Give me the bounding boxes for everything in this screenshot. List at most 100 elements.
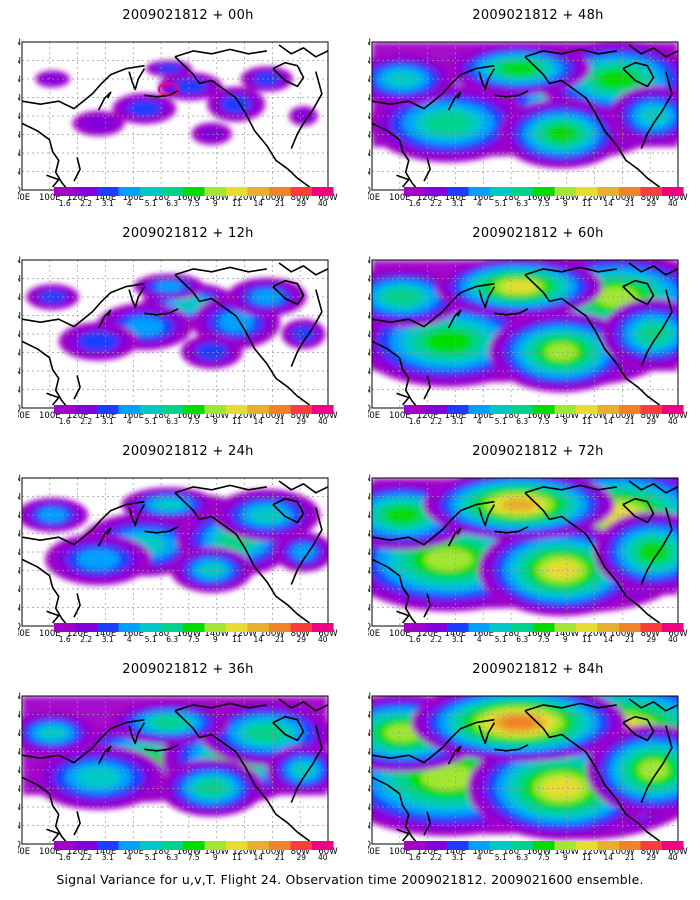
lat-tick-label: 10N xyxy=(368,604,371,614)
coastline xyxy=(524,48,617,58)
colorbar-swatch xyxy=(533,623,555,632)
lat-tick-label: 50N xyxy=(18,748,21,758)
colorbar-swatch xyxy=(204,623,226,632)
colorbar-swatch xyxy=(597,841,619,850)
colorbar-swatch xyxy=(511,187,533,196)
colorbar-swatch xyxy=(269,405,291,414)
colorbar-label: 7.5 xyxy=(538,417,550,426)
lat-tick-label: 70N xyxy=(368,57,371,67)
colorbar-swatch xyxy=(140,841,162,850)
colorbar-swatch xyxy=(54,841,76,850)
colorbar-swatch xyxy=(204,187,226,196)
colorbar-label: 1.6 xyxy=(59,853,71,862)
lon-tick-label: 140W xyxy=(204,847,229,857)
colorbar-label: 11 xyxy=(232,635,242,644)
lon-tick-label: 80W xyxy=(291,629,311,639)
lon-tick-label: 80E xyxy=(368,193,380,203)
colorbar-label: 21 xyxy=(275,853,285,862)
lon-tick-label: 80W xyxy=(291,193,311,203)
coastline xyxy=(144,308,179,316)
lon-tick-label: 100E xyxy=(389,193,411,203)
lat-tick-label: EQ xyxy=(368,840,371,850)
lon-tick-label: 160E xyxy=(472,411,494,421)
colorbar: 1.6 2.2 3.1 4 5.1 6.3 7.5 9 11 14 21 29 40 xyxy=(404,187,684,208)
lon-tick-label: 140E xyxy=(445,629,467,639)
colorbar-label: 4 xyxy=(477,417,482,426)
coastline xyxy=(628,698,678,712)
lon-tick-label: 80W xyxy=(291,411,311,421)
colorbar-swatch xyxy=(75,841,97,850)
coastline xyxy=(524,492,661,624)
panel-title: 2009021812 + 12h xyxy=(122,226,254,241)
lat-tick-label: 10N xyxy=(368,168,371,178)
lon-tick-label: 180 xyxy=(153,411,169,421)
colorbar-label: 2.2 xyxy=(430,635,442,644)
coastline xyxy=(46,392,60,406)
colorbar-swatch xyxy=(640,405,662,414)
lat-tick-label: 30N xyxy=(18,785,21,795)
lon-tick-label: 120W xyxy=(582,847,607,857)
colorbar-swatch xyxy=(247,623,269,632)
colorbar-label: 2.2 xyxy=(80,417,92,426)
lat-tick-label: 70N xyxy=(18,57,21,67)
coastline xyxy=(640,71,673,149)
colorbar-swatch xyxy=(75,623,97,632)
lat-tick-label: 50N xyxy=(368,94,371,104)
lat-tick-label: EQ xyxy=(18,186,21,196)
lat-tick-label: 20N xyxy=(368,367,371,377)
colorbar-label: 21 xyxy=(625,417,635,426)
lon-tick-label: 140W xyxy=(204,193,229,203)
colorbar-label: 5.1 xyxy=(145,635,157,644)
colorbar-label: 40 xyxy=(668,199,678,208)
colorbar-swatch xyxy=(140,623,162,632)
colorbar-label: 14 xyxy=(603,417,613,426)
colorbar: 1.6 2.2 3.1 4 5.1 6.3 7.5 9 11 14 21 29 40 xyxy=(404,841,684,862)
lon-tick-label: 60W xyxy=(668,629,688,639)
coastline xyxy=(272,715,305,742)
colorbar-swatch xyxy=(290,187,312,196)
lon-tick-label: 140E xyxy=(445,847,467,857)
coastline xyxy=(128,286,146,309)
lat-tick-label: 50N xyxy=(368,748,371,758)
colorbar-swatch xyxy=(75,405,97,414)
lon-tick-label: 80E xyxy=(18,629,30,639)
colorbar-swatch xyxy=(447,841,469,850)
lat-tick-label: EQ xyxy=(18,404,21,414)
colorbar-label: 7.5 xyxy=(188,417,200,426)
colorbar-swatch xyxy=(54,187,76,196)
lat-tick-label: 80N xyxy=(368,692,371,702)
colorbar-swatch xyxy=(576,841,598,850)
colorbar-swatch xyxy=(533,187,555,196)
coastline xyxy=(22,776,69,844)
coastline xyxy=(524,274,661,406)
colorbar-label: 5.1 xyxy=(145,853,157,862)
lat-tick-label: 10N xyxy=(18,822,21,832)
lat-tick-label: 50N xyxy=(18,530,21,540)
lat-tick-label: 70N xyxy=(368,711,371,721)
colorbar-swatch xyxy=(554,187,576,196)
colorbar-label: 7.5 xyxy=(188,199,200,208)
colorbar-label: 11 xyxy=(232,853,242,862)
lat-tick-label: 40N xyxy=(18,112,21,122)
colorbar-label: 5.1 xyxy=(495,199,507,208)
lat-tick-label: 80N xyxy=(368,256,371,266)
colorbar-label: 2.2 xyxy=(430,853,442,862)
colorbar-label: 7.5 xyxy=(188,853,200,862)
colorbar-swatch xyxy=(425,187,447,196)
colorbar-label: 14 xyxy=(253,417,263,426)
lat-tick-label: 20N xyxy=(18,585,21,595)
coastline xyxy=(73,157,81,182)
lat-tick-label: 70N xyxy=(18,493,21,503)
colorbar-label: 40 xyxy=(668,417,678,426)
colorbar-swatch xyxy=(247,405,269,414)
lat-tick-label: EQ xyxy=(18,622,21,632)
colorbar-swatch xyxy=(490,841,512,850)
lon-tick-label: 60W xyxy=(318,411,338,421)
lon-tick-label: 180 xyxy=(503,629,519,639)
colorbar-label: 6.3 xyxy=(516,853,528,862)
colorbar-swatch xyxy=(290,623,312,632)
colorbar-swatch xyxy=(247,841,269,850)
colorbar-label: 21 xyxy=(275,417,285,426)
coastline xyxy=(46,610,60,624)
